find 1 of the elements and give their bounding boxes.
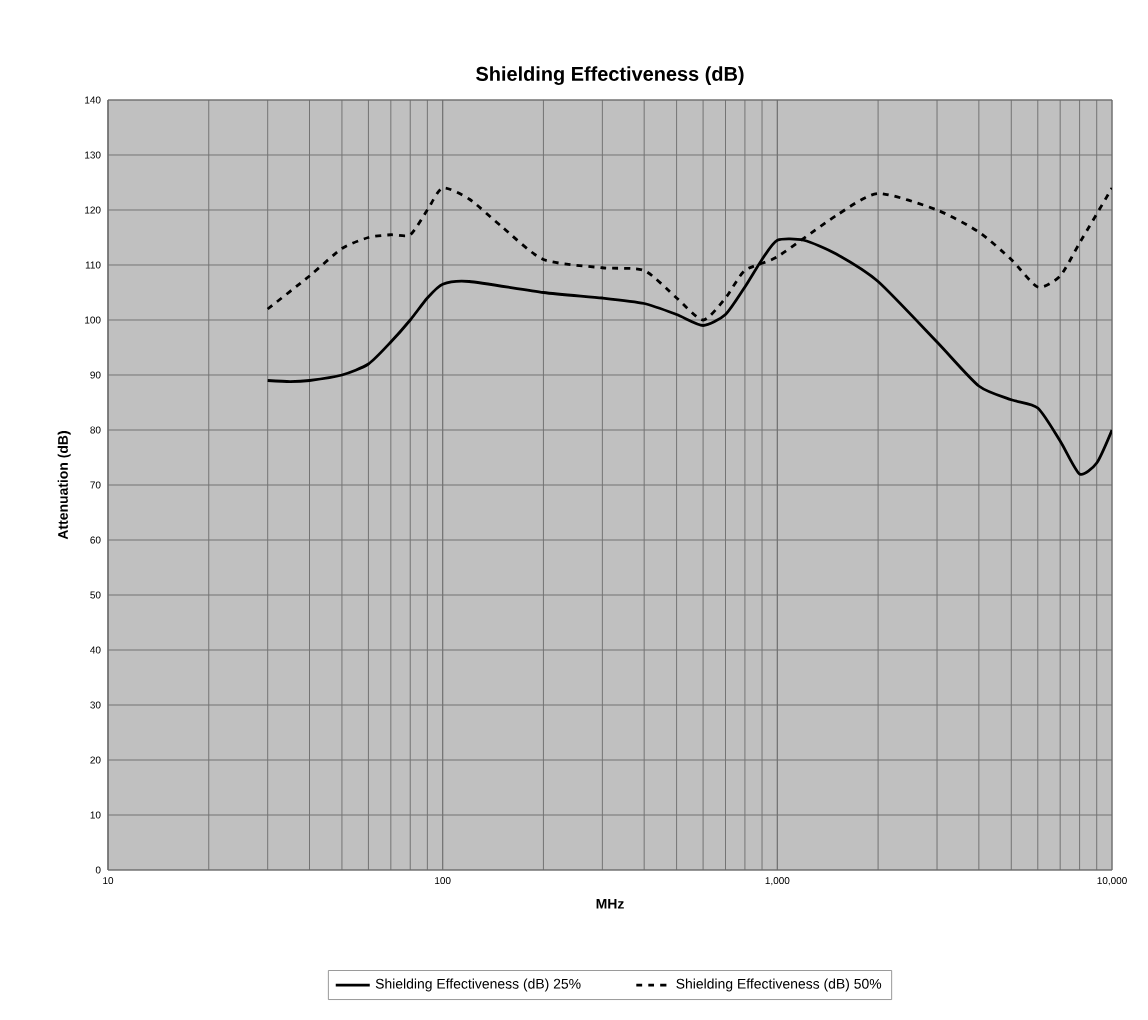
chart-title: Shielding Effectiveness (dB) xyxy=(476,66,744,85)
